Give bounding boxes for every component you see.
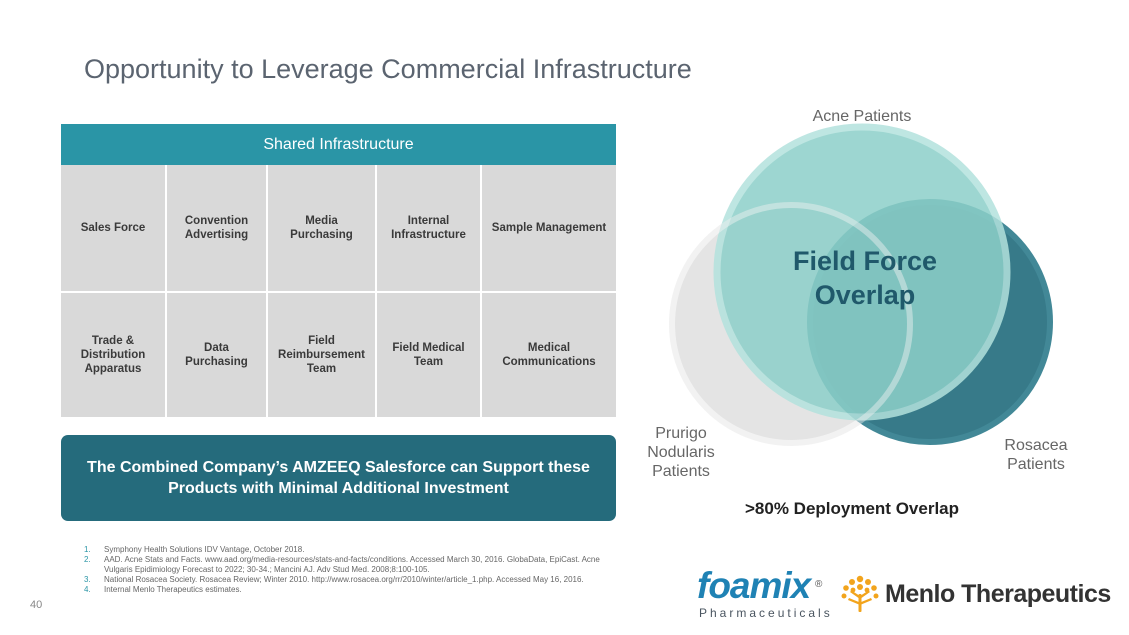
table-cell: Sample Management	[482, 165, 616, 291]
footnote-text: Symphony Health Solutions IDV Vantage, O…	[104, 545, 305, 554]
table-cell: Internal Infrastructure	[377, 165, 480, 291]
table-cell: Sales Force	[61, 165, 165, 291]
table-cell: Field Medical Team	[377, 293, 480, 417]
shared-infrastructure-table: Shared Infrastructure Sales Force Conven…	[61, 124, 616, 417]
footnotes: 1. Symphony Health Solutions IDV Vantage,…	[84, 545, 614, 595]
foamix-wordmark: foamix	[697, 565, 811, 606]
rosacea-patients-label: Rosacea Patients	[1004, 437, 1068, 473]
prurigo-outline	[669, 202, 913, 446]
table-cell: Data Purchasing	[167, 293, 266, 417]
table-cell: Medical Communications	[482, 293, 616, 417]
foamix-subtitle: Pharmaceuticals	[699, 606, 833, 620]
footnote-number: 3.	[84, 575, 91, 584]
foamix-logo: foamix ® Pharmaceuticals	[697, 567, 833, 620]
acne-circle	[713, 123, 1011, 421]
footnote-text: AAD. Acne Stats and Facts. www.aad.org/m…	[104, 555, 600, 574]
footnote-number: 2.	[84, 555, 91, 564]
footnote-number: 4.	[84, 585, 91, 594]
table-header: Shared Infrastructure	[61, 124, 616, 165]
salesforce-callout: The Combined Company’s AMZEEQ Salesforce…	[61, 435, 616, 521]
menlo-logo: Menlo Therapeutics	[840, 574, 1111, 614]
footnote-item: 4. Internal Menlo Therapeutics estimates.	[84, 585, 614, 595]
menlo-tree-icon	[841, 575, 879, 612]
slide-title: Opportunity to Leverage Commercial Infra…	[84, 54, 692, 84]
menlo-wordmark: Menlo Therapeutics	[885, 579, 1111, 608]
footnote-text: National Rosacea Society. Rosacea Review…	[104, 575, 584, 584]
footnote-item: 3. National Rosacea Society. Rosacea Revi…	[84, 575, 614, 585]
table-cell: Media Purchasing	[268, 165, 375, 291]
acne-patients-label: Acne Patients	[812, 108, 912, 125]
table-cell: Trade & Distribution Apparatus	[61, 293, 165, 417]
footnote-item: 2. AAD. Acne Stats and Facts. www.aad.org…	[84, 555, 614, 575]
footnote-text: Internal Menlo Therapeutics estimates.	[104, 585, 242, 594]
prurigo-patients-label: Prurigo Nodularis Patients	[647, 425, 715, 480]
table-cell: Convention Advertising	[167, 165, 266, 291]
table-cell: Field Reimbursement Team	[268, 293, 375, 417]
footnote-item: 1. Symphony Health Solutions IDV Vantage,…	[84, 545, 614, 555]
field-force-overlap-label: Field Force Overlap	[792, 246, 938, 310]
registered-mark: ®	[815, 579, 823, 590]
footnote-number: 1.	[84, 545, 91, 554]
deployment-overlap-label: >80% Deployment Overlap	[745, 499, 960, 518]
page-number: 40	[30, 599, 43, 611]
